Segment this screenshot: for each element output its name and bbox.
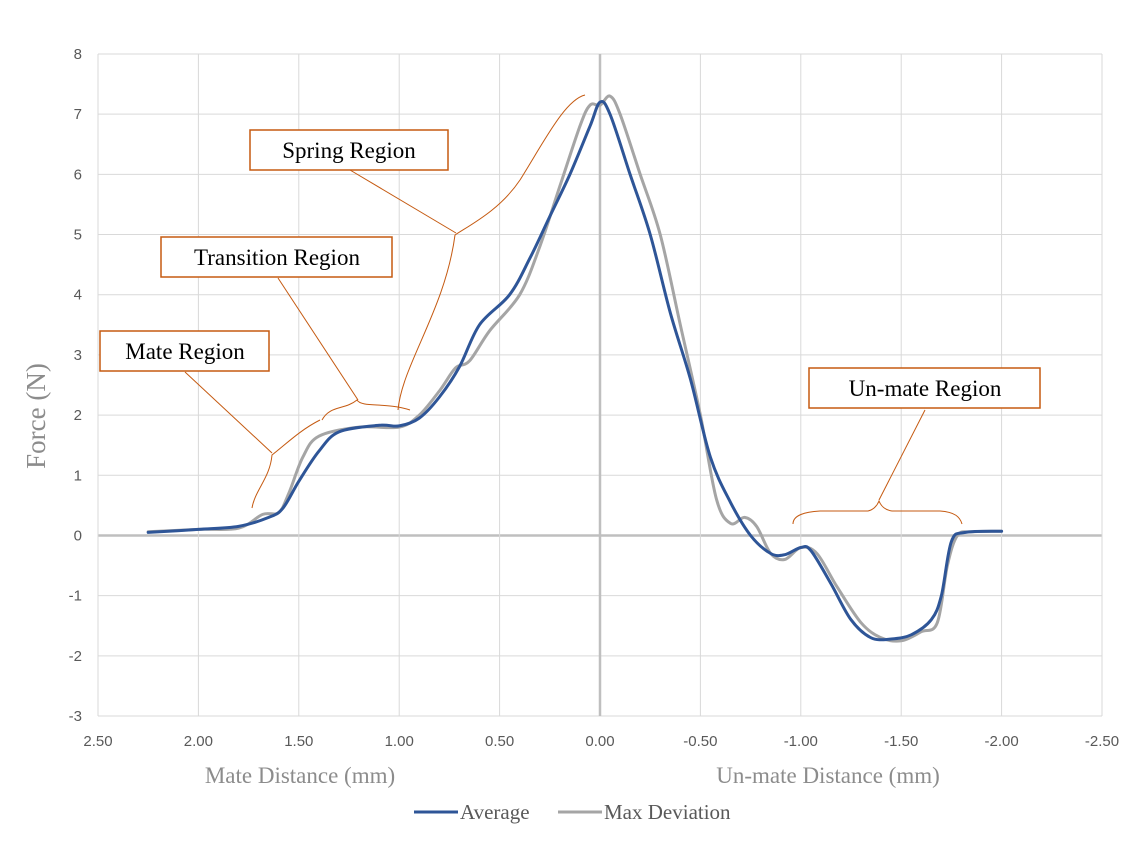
unmate-region-brace <box>792 499 963 525</box>
series-line-average <box>146 99 1004 642</box>
y-tick-label: 3 <box>74 347 82 364</box>
y-tick-label: -1 <box>69 588 82 605</box>
legend-label-average: Average <box>460 800 530 824</box>
mate-region-text: Mate Region <box>125 339 245 364</box>
y-tick-label: 6 <box>74 166 82 183</box>
x-tick-label: 0.00 <box>585 733 614 750</box>
x-tick-label: -1.50 <box>884 733 918 750</box>
x-tick-label: 0.50 <box>485 733 514 750</box>
y-tick-label: 8 <box>74 46 82 63</box>
transition-region-leader <box>277 277 359 401</box>
y-tick-label: -3 <box>69 708 82 725</box>
x-tick-label: 1.00 <box>385 733 414 750</box>
y-tick-label: 5 <box>74 227 82 244</box>
x-tick-label: -2.50 <box>1085 733 1119 750</box>
x-tick-label: 1.50 <box>284 733 313 750</box>
transition-region-text: Transition Region <box>194 245 360 270</box>
x-tick-label: -2.00 <box>984 733 1018 750</box>
spring-region-leader <box>349 169 457 234</box>
series-lines <box>146 94 1004 643</box>
series-line-max-deviation <box>146 94 1004 643</box>
x-tick-labels: 2.50 2.00 1.50 1.00 0.50 0.00 -0.50 -1.00 -1.50 -… <box>83 733 1119 750</box>
x-tick-label: 2.50 <box>83 733 112 750</box>
y-tick-label: 2 <box>74 407 82 424</box>
legend: Average Max Deviation <box>414 800 731 824</box>
y-tick-label: 7 <box>74 106 82 123</box>
spring-region-text: Spring Region <box>282 138 416 163</box>
y-tick-labels: -3 -2 -1 0 1 2 3 4 5 6 7 8 <box>69 46 82 725</box>
x-tick-label: 2.00 <box>184 733 213 750</box>
spring-region-label: Spring Region <box>249 129 449 171</box>
unmate-region-label: Un-mate Region <box>808 367 1041 409</box>
mate-region-brace <box>251 419 321 509</box>
unmate-region-leader <box>878 409 926 501</box>
y-axis-title: Force (N) <box>21 363 51 469</box>
x-axis-title-unmate: Un-mate Distance (mm) <box>716 763 940 788</box>
mate-region-label: Mate Region <box>99 330 270 372</box>
y-tick-label: 0 <box>74 527 82 544</box>
x-tick-label: -1.00 <box>784 733 818 750</box>
transition-region-brace <box>321 399 411 421</box>
mate-region-leader <box>184 371 273 454</box>
legend-label-max-deviation: Max Deviation <box>604 800 731 824</box>
x-axis-title-mate: Mate Distance (mm) <box>205 763 395 788</box>
y-tick-label: 1 <box>74 467 82 484</box>
region-callouts <box>184 94 963 525</box>
spring-region-brace <box>397 94 586 411</box>
unmate-region-text: Un-mate Region <box>849 376 1002 401</box>
y-tick-label: 4 <box>74 287 82 304</box>
y-tick-label: -2 <box>69 648 82 665</box>
transition-region-label: Transition Region <box>160 236 393 278</box>
x-tick-label: -0.50 <box>683 733 717 750</box>
